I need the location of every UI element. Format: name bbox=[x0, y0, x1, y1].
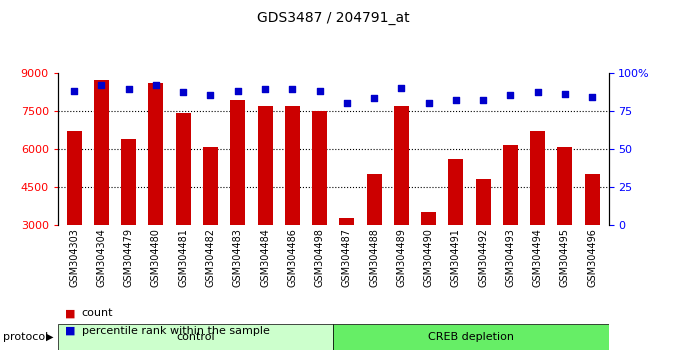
Text: control: control bbox=[176, 332, 215, 342]
Point bbox=[150, 82, 161, 87]
Bar bbox=[421, 212, 436, 301]
Point bbox=[369, 96, 379, 101]
Point bbox=[314, 88, 325, 94]
Text: GSM304494: GSM304494 bbox=[532, 228, 543, 287]
Point bbox=[69, 88, 80, 94]
Text: protocol: protocol bbox=[3, 332, 49, 342]
Text: GSM304481: GSM304481 bbox=[178, 228, 188, 287]
FancyBboxPatch shape bbox=[58, 324, 333, 350]
Bar bbox=[231, 101, 245, 301]
Bar bbox=[312, 111, 327, 301]
Text: GSM304487: GSM304487 bbox=[342, 228, 352, 287]
Point bbox=[287, 86, 298, 92]
Text: GSM304304: GSM304304 bbox=[97, 228, 107, 287]
Point bbox=[123, 86, 134, 92]
Bar bbox=[285, 105, 300, 301]
Text: percentile rank within the sample: percentile rank within the sample bbox=[82, 326, 269, 336]
Text: ■: ■ bbox=[65, 326, 75, 336]
Bar bbox=[203, 147, 218, 301]
Bar bbox=[258, 105, 273, 301]
Text: GSM304495: GSM304495 bbox=[560, 228, 570, 287]
FancyBboxPatch shape bbox=[333, 324, 609, 350]
Bar bbox=[448, 159, 463, 301]
Text: GSM304492: GSM304492 bbox=[478, 228, 488, 287]
Text: GSM304498: GSM304498 bbox=[315, 228, 324, 287]
Text: count: count bbox=[82, 308, 113, 318]
Bar bbox=[121, 138, 136, 301]
Bar bbox=[367, 174, 381, 301]
Text: GSM304483: GSM304483 bbox=[233, 228, 243, 287]
Bar bbox=[558, 147, 573, 301]
Point bbox=[560, 91, 571, 97]
Text: GSM304488: GSM304488 bbox=[369, 228, 379, 287]
Text: GSM304303: GSM304303 bbox=[69, 228, 79, 287]
Point bbox=[423, 100, 434, 106]
Bar bbox=[585, 174, 600, 301]
Bar bbox=[339, 218, 354, 301]
Point bbox=[450, 97, 461, 103]
Text: GSM304490: GSM304490 bbox=[424, 228, 434, 287]
Point bbox=[260, 86, 271, 92]
Text: GSM304479: GSM304479 bbox=[124, 228, 134, 287]
Point bbox=[478, 97, 489, 103]
Bar bbox=[94, 80, 109, 301]
Point bbox=[177, 90, 188, 95]
Text: GDS3487 / 204791_at: GDS3487 / 204791_at bbox=[257, 11, 409, 25]
Bar bbox=[503, 145, 518, 301]
Bar bbox=[67, 131, 82, 301]
Bar bbox=[175, 113, 190, 301]
Text: GSM304489: GSM304489 bbox=[396, 228, 407, 287]
Text: CREB depletion: CREB depletion bbox=[428, 332, 514, 342]
Bar bbox=[530, 131, 545, 301]
Text: ■: ■ bbox=[65, 308, 75, 318]
Text: GSM304491: GSM304491 bbox=[451, 228, 461, 287]
Text: GSM304496: GSM304496 bbox=[588, 228, 597, 287]
Point bbox=[96, 82, 107, 87]
Point bbox=[505, 93, 516, 98]
Point bbox=[396, 85, 407, 91]
Text: GSM304480: GSM304480 bbox=[151, 228, 161, 287]
Point bbox=[205, 93, 216, 98]
Text: ▶: ▶ bbox=[46, 332, 53, 342]
Text: GSM304484: GSM304484 bbox=[260, 228, 270, 287]
Text: GSM304482: GSM304482 bbox=[205, 228, 216, 287]
Point bbox=[341, 100, 352, 106]
Bar bbox=[394, 105, 409, 301]
Point bbox=[233, 88, 243, 94]
Text: GSM304493: GSM304493 bbox=[505, 228, 515, 287]
Text: GSM304486: GSM304486 bbox=[287, 228, 297, 287]
Point bbox=[532, 90, 543, 95]
Bar bbox=[148, 83, 163, 301]
Bar bbox=[476, 179, 491, 301]
Point bbox=[587, 94, 598, 100]
